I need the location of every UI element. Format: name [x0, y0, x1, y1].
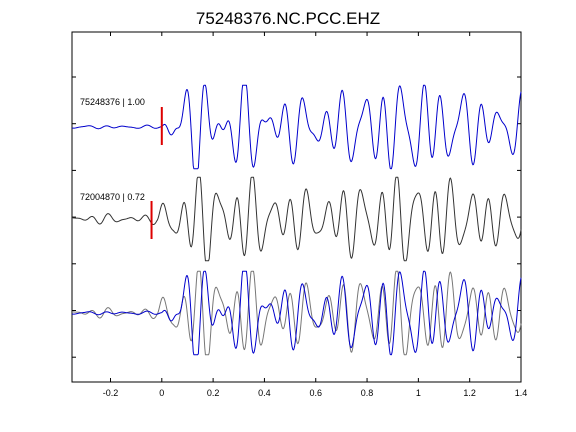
- trace-72004870: [71, 176, 522, 262]
- x-tick-label: 0.2: [207, 388, 220, 398]
- x-tick-label: 0.8: [361, 388, 374, 398]
- overlay-trace-75248376: [71, 270, 522, 356]
- x-tick-label: 0.4: [258, 388, 271, 398]
- overlay-trace-72004870: [71, 270, 522, 356]
- trace-label-75248376: 75248376 | 1.00: [80, 97, 145, 107]
- x-tick-label: 1: [416, 388, 421, 398]
- x-tick-label: 0.6: [309, 388, 322, 398]
- chart-title: 75248376.NC.PCC.EHZ: [196, 9, 380, 28]
- x-tick-label: 0: [159, 388, 164, 398]
- x-tick-label: 1.4: [515, 388, 528, 398]
- trace-label-72004870: 72004870 | 0.72: [80, 192, 145, 202]
- x-tick-label: -0.2: [103, 388, 119, 398]
- plot-frame: [71, 31, 522, 383]
- plot-area: -0.2 0 0.2 0.4 0.6 0.8 1 1.2 1.4 75248376 | 1.00 7…: [71, 31, 528, 398]
- trace-75248376: [71, 84, 522, 170]
- x-tick-label: 1.2: [463, 388, 476, 398]
